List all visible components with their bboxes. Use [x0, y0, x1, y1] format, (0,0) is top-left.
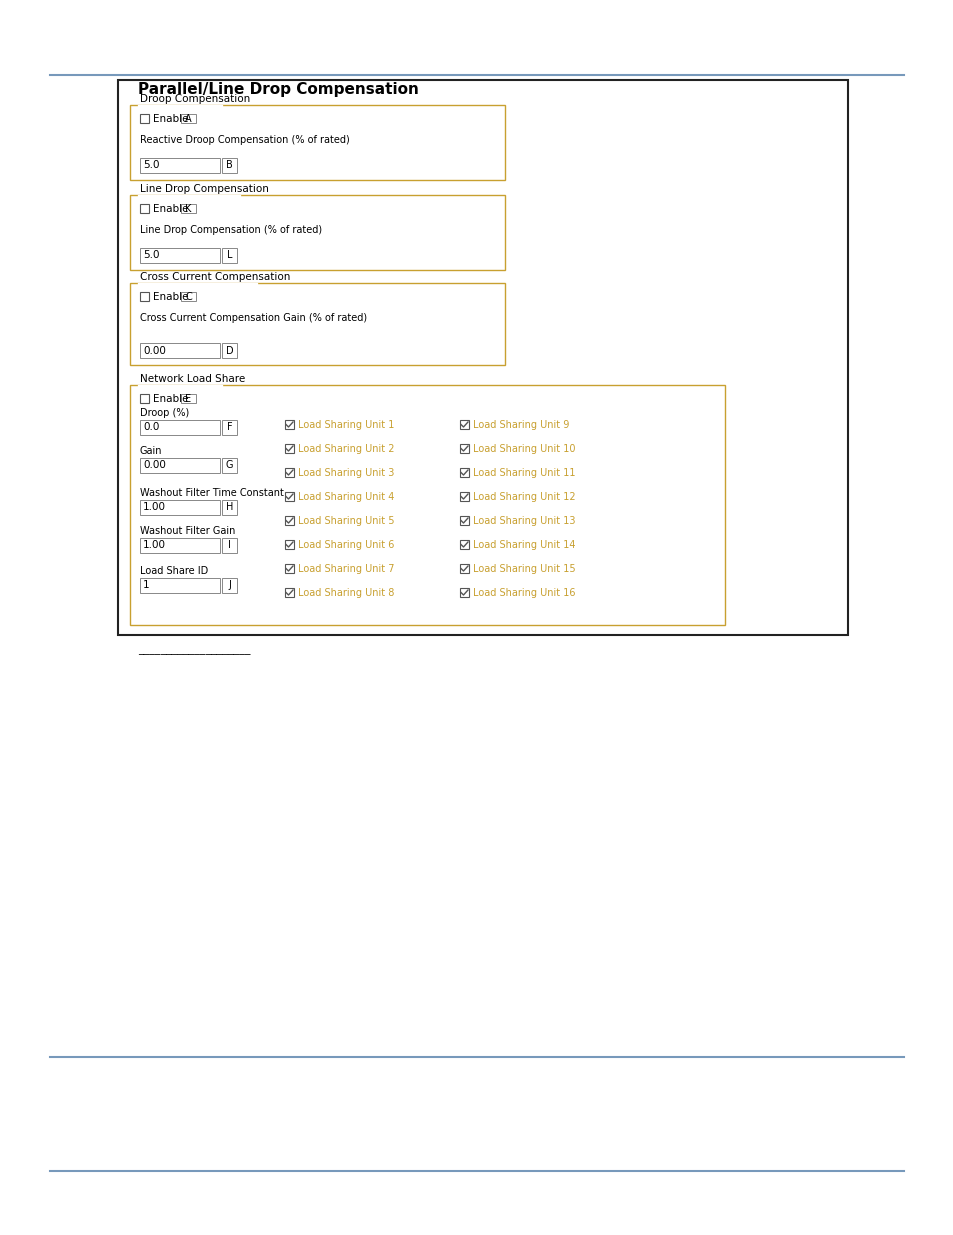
- Text: Load Sharing Unit 4: Load Sharing Unit 4: [297, 492, 394, 501]
- Bar: [140, 158, 220, 173]
- Bar: [459, 445, 469, 453]
- Bar: [459, 420, 469, 429]
- Text: K: K: [185, 204, 192, 214]
- Bar: [459, 564, 469, 573]
- Bar: [140, 420, 220, 435]
- Text: Load Share ID: Load Share ID: [140, 566, 208, 576]
- Text: D: D: [226, 346, 233, 356]
- Bar: [181, 394, 195, 403]
- Text: Parallel/Line Drop Compensation: Parallel/Line Drop Compensation: [138, 82, 418, 98]
- Bar: [285, 588, 294, 597]
- Bar: [140, 291, 149, 301]
- Text: Droop Compensation: Droop Compensation: [140, 94, 250, 104]
- Bar: [285, 468, 294, 477]
- Text: Load Sharing Unit 6: Load Sharing Unit 6: [297, 540, 394, 550]
- Bar: [285, 420, 294, 429]
- Bar: [222, 500, 236, 515]
- Bar: [459, 492, 469, 501]
- Bar: [130, 105, 504, 180]
- Text: Load Sharing Unit 16: Load Sharing Unit 16: [473, 588, 575, 598]
- Text: Washout Filter Gain: Washout Filter Gain: [140, 526, 235, 536]
- Bar: [130, 195, 504, 270]
- Bar: [181, 204, 195, 212]
- Text: A: A: [185, 114, 192, 124]
- Bar: [459, 516, 469, 525]
- Text: Gain: Gain: [140, 446, 162, 456]
- Text: Load Sharing Unit 5: Load Sharing Unit 5: [297, 515, 395, 526]
- Text: I: I: [228, 541, 231, 551]
- Text: Load Sharing Unit 3: Load Sharing Unit 3: [297, 468, 394, 478]
- Text: Cross Current Compensation: Cross Current Compensation: [140, 272, 290, 282]
- Text: Load Sharing Unit 1: Load Sharing Unit 1: [297, 420, 394, 430]
- Bar: [130, 283, 504, 366]
- Text: 1.00: 1.00: [143, 503, 166, 513]
- Bar: [181, 291, 195, 301]
- Bar: [140, 204, 149, 212]
- Bar: [222, 538, 236, 553]
- Text: Load Sharing Unit 7: Load Sharing Unit 7: [297, 563, 395, 573]
- Bar: [181, 114, 195, 124]
- Text: F: F: [227, 422, 233, 432]
- Bar: [140, 114, 149, 124]
- Bar: [118, 80, 847, 635]
- Bar: [459, 588, 469, 597]
- Text: 0.00: 0.00: [143, 346, 166, 356]
- Bar: [285, 564, 294, 573]
- Text: Load Sharing Unit 14: Load Sharing Unit 14: [473, 540, 575, 550]
- Text: 1.00: 1.00: [143, 541, 166, 551]
- Text: ____________________: ____________________: [138, 645, 251, 655]
- Text: 5.0: 5.0: [143, 251, 159, 261]
- Text: Line Drop Compensation: Line Drop Compensation: [140, 184, 269, 194]
- Text: 0.00: 0.00: [143, 461, 166, 471]
- Text: Reactive Droop Compensation (% of rated): Reactive Droop Compensation (% of rated): [140, 135, 350, 144]
- Text: Load Sharing Unit 12: Load Sharing Unit 12: [473, 492, 575, 501]
- Bar: [285, 445, 294, 453]
- Bar: [140, 538, 220, 553]
- Bar: [285, 516, 294, 525]
- Bar: [222, 248, 236, 263]
- Text: 0.0: 0.0: [143, 422, 159, 432]
- Text: B: B: [226, 161, 233, 170]
- Text: 1: 1: [143, 580, 150, 590]
- Bar: [140, 248, 220, 263]
- Text: Load Sharing Unit 10: Load Sharing Unit 10: [473, 443, 575, 453]
- Text: H: H: [226, 503, 233, 513]
- Bar: [459, 468, 469, 477]
- Bar: [140, 500, 220, 515]
- Bar: [130, 385, 724, 625]
- Text: Load Sharing Unit 9: Load Sharing Unit 9: [473, 420, 569, 430]
- Text: C: C: [185, 291, 192, 301]
- Text: J: J: [228, 580, 231, 590]
- Text: Enable: Enable: [152, 291, 189, 301]
- Bar: [222, 420, 236, 435]
- Bar: [222, 458, 236, 473]
- Text: Load Sharing Unit 13: Load Sharing Unit 13: [473, 515, 575, 526]
- Text: 5.0: 5.0: [143, 161, 159, 170]
- Bar: [140, 343, 220, 358]
- Text: Washout Filter Time Constant: Washout Filter Time Constant: [140, 488, 284, 498]
- Bar: [140, 394, 149, 403]
- Bar: [222, 578, 236, 593]
- Bar: [222, 158, 236, 173]
- Text: Enable: Enable: [152, 204, 189, 214]
- Bar: [222, 343, 236, 358]
- Text: Network Load Share: Network Load Share: [140, 374, 245, 384]
- Bar: [140, 578, 220, 593]
- Text: Load Sharing Unit 8: Load Sharing Unit 8: [297, 588, 394, 598]
- Text: Load Sharing Unit 15: Load Sharing Unit 15: [473, 563, 575, 573]
- Text: G: G: [226, 461, 233, 471]
- Bar: [459, 540, 469, 550]
- Text: Load Sharing Unit 11: Load Sharing Unit 11: [473, 468, 575, 478]
- Text: E: E: [185, 394, 192, 404]
- Bar: [285, 540, 294, 550]
- Text: Enable: Enable: [152, 394, 189, 404]
- Text: Load Sharing Unit 2: Load Sharing Unit 2: [297, 443, 395, 453]
- Text: Line Drop Compensation (% of rated): Line Drop Compensation (% of rated): [140, 225, 322, 235]
- Text: L: L: [227, 251, 232, 261]
- Text: Droop (%): Droop (%): [140, 408, 189, 417]
- Text: Enable: Enable: [152, 114, 189, 124]
- Bar: [285, 492, 294, 501]
- Bar: [140, 458, 220, 473]
- Text: Cross Current Compensation Gain (% of rated): Cross Current Compensation Gain (% of ra…: [140, 312, 367, 324]
